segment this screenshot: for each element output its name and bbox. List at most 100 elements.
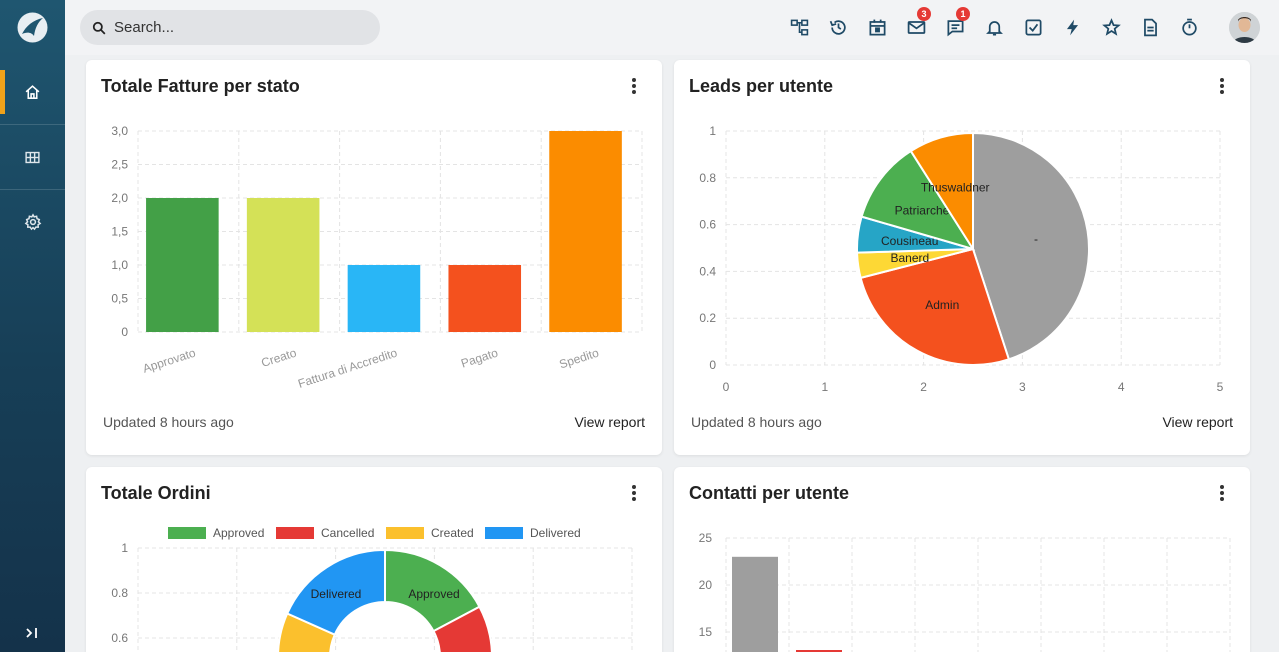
pie-slice-thuswaldner bbox=[909, 131, 974, 253]
card-menu-button[interactable] bbox=[1214, 76, 1230, 96]
sidebar-item-settings[interactable] bbox=[0, 200, 65, 244]
card-menu-button[interactable] bbox=[1214, 483, 1230, 503]
user-avatar[interactable] bbox=[1229, 12, 1260, 43]
legend-swatch bbox=[168, 527, 206, 539]
sitemap-button[interactable] bbox=[788, 16, 810, 38]
legend-label: Approved bbox=[213, 526, 264, 540]
chat-button[interactable]: 1 bbox=[944, 7, 970, 38]
sidebar-collapse-button[interactable] bbox=[20, 622, 44, 644]
kebab-dot bbox=[632, 497, 636, 501]
x-tick-label: 1 bbox=[821, 380, 828, 394]
legend-label: Cancelled bbox=[321, 526, 374, 540]
legend-swatch bbox=[276, 527, 314, 539]
chat-badge: 1 bbox=[956, 7, 970, 21]
doughnut-slice-delivered bbox=[285, 548, 386, 636]
x-tick-label: Pagato bbox=[459, 345, 500, 370]
kebab-dot bbox=[1220, 84, 1224, 88]
y-tick-label: 2,5 bbox=[111, 158, 128, 172]
search-icon bbox=[92, 21, 106, 34]
lightning-icon bbox=[1066, 19, 1078, 35]
pie-slice-label: Patriarche bbox=[895, 204, 950, 218]
y-tick-label: 1,5 bbox=[111, 225, 128, 239]
card-contatti-per-utente: Contatti per utente 25 20 15 bbox=[674, 467, 1250, 652]
card-menu-button[interactable] bbox=[626, 483, 642, 503]
doughnut-slice-label: Approved bbox=[408, 587, 459, 601]
quick-actions-button[interactable] bbox=[1061, 16, 1083, 38]
sidebar-divider bbox=[0, 124, 65, 125]
bar-pagato bbox=[448, 265, 522, 332]
history-button[interactable] bbox=[827, 16, 849, 38]
documents-button[interactable] bbox=[1139, 16, 1161, 38]
kebab-dot bbox=[632, 491, 636, 495]
timer-icon bbox=[1181, 18, 1197, 35]
x-tick-label: Creato bbox=[260, 345, 299, 370]
pie-slice-label: Thuswaldner bbox=[921, 181, 990, 195]
bar-approvato bbox=[146, 198, 219, 332]
x-tick-label: Approvato bbox=[141, 345, 198, 375]
y-tick-label: 0.8 bbox=[699, 171, 716, 185]
contatti-bar-chart: 25 20 15 bbox=[699, 531, 1231, 652]
search-input[interactable] bbox=[114, 19, 354, 36]
favorites-button[interactable] bbox=[1100, 16, 1122, 38]
kebab-dot bbox=[1220, 497, 1224, 501]
y-tick-label: 0,5 bbox=[111, 292, 128, 306]
kebab-dot bbox=[632, 78, 636, 82]
bell-icon bbox=[985, 20, 1003, 35]
pie-slice-admin bbox=[859, 247, 1011, 366]
y-tick-label: 0.8 bbox=[111, 586, 128, 600]
sidebar bbox=[0, 0, 65, 652]
y-tick-label: 1,0 bbox=[111, 258, 128, 272]
sitemap-icon bbox=[790, 19, 808, 35]
y-tick-label: 0.2 bbox=[699, 311, 716, 325]
kebab-dot bbox=[1220, 90, 1224, 94]
y-tick-label: 0.4 bbox=[699, 264, 716, 278]
legend-label: Created bbox=[431, 526, 474, 540]
bar-fattura-di-accredito bbox=[347, 265, 421, 332]
notifications-button[interactable] bbox=[983, 16, 1005, 38]
x-tick-label: 3 bbox=[1019, 380, 1026, 394]
star-icon bbox=[1101, 17, 1121, 36]
search-box[interactable] bbox=[80, 10, 380, 45]
view-report-link[interactable]: View report bbox=[574, 414, 645, 430]
tasks-button[interactable] bbox=[1022, 16, 1044, 38]
bar-creato bbox=[246, 198, 320, 332]
bar-user-1 bbox=[732, 556, 778, 652]
card-menu-button[interactable] bbox=[626, 76, 642, 96]
card-title: Leads per utente bbox=[689, 76, 834, 96]
home-icon bbox=[25, 84, 40, 99]
x-tick-label: 2 bbox=[920, 380, 927, 394]
ordini-doughnut-chart: Approved Cancelled Created Delivered 1 0.8 0.6… bbox=[111, 526, 633, 652]
y-tick-label: 1 bbox=[709, 124, 716, 138]
legend-swatch bbox=[386, 527, 424, 539]
x-tick-label: 5 bbox=[1217, 380, 1224, 394]
card-totale-ordini: Totale Ordini Approved Cancelled Created De… bbox=[86, 467, 662, 652]
y-tick-label: 25 bbox=[699, 531, 713, 545]
kebab-dot bbox=[632, 84, 636, 88]
kebab-dot bbox=[1220, 485, 1224, 489]
app-logo[interactable] bbox=[17, 12, 48, 43]
y-tick-label: 15 bbox=[699, 625, 713, 639]
timer-button[interactable] bbox=[1178, 16, 1200, 38]
sidebar-item-home[interactable] bbox=[0, 70, 65, 114]
sidebar-item-grid[interactable] bbox=[0, 135, 65, 179]
calendar-button[interactable] bbox=[866, 16, 888, 38]
view-report-link[interactable]: View report bbox=[1162, 414, 1233, 430]
task-check-icon bbox=[1025, 19, 1041, 35]
sidebar-divider bbox=[0, 189, 65, 190]
x-tick-label: 0 bbox=[723, 380, 730, 394]
card-title: Contatti per utente bbox=[689, 483, 849, 503]
pie-slice-unassigned bbox=[972, 131, 1090, 361]
bar-spedito bbox=[549, 131, 622, 332]
leads-pie-chart: 0 0.2 0.4 0.6 0.8 1 0 1 2 3 4 5 - Admin Banerd Cousinea… bbox=[699, 124, 1224, 394]
kebab-dot bbox=[1220, 491, 1224, 495]
kebab-dot bbox=[632, 485, 636, 489]
expand-sidebar-icon bbox=[26, 628, 37, 638]
user-avatar-icon bbox=[1229, 12, 1260, 43]
x-tick-label: Fattura di Accredito bbox=[296, 345, 399, 390]
card-leads-per-utente: Leads per utente 0 0.2 0.4 0.6 0.8 1 0 1 2 3 4 5 - Ad… bbox=[674, 60, 1250, 455]
y-tick-label: 1 bbox=[121, 541, 128, 555]
top-bar: 3 1 bbox=[65, 0, 1279, 55]
y-tick-label: 0.6 bbox=[111, 631, 128, 645]
mail-button[interactable]: 3 bbox=[905, 7, 931, 38]
gear-icon bbox=[24, 213, 41, 231]
